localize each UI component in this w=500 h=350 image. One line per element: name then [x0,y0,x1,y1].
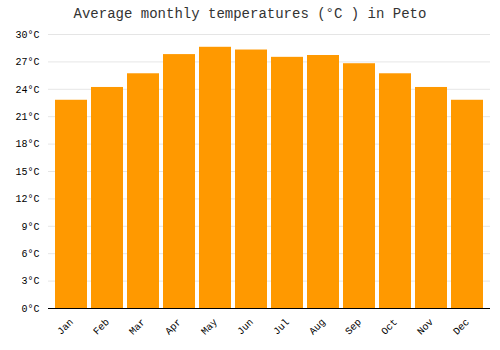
svg-text:May: May [199,317,220,338]
svg-text:Jun: Jun [235,317,256,338]
svg-text:12°C: 12°C [15,194,39,205]
svg-text:Jul: Jul [271,317,292,338]
svg-text:27°C: 27°C [15,57,39,68]
svg-text:30°C: 30°C [15,30,39,41]
svg-text:18°C: 18°C [15,139,39,150]
svg-text:Dec: Dec [451,317,472,338]
svg-text:Aug: Aug [307,317,328,338]
svg-text:21°C: 21°C [15,112,39,123]
svg-text:Feb: Feb [91,317,112,338]
svg-text:9°C: 9°C [21,222,39,233]
svg-text:15°C: 15°C [15,167,39,178]
svg-text:Apr: Apr [163,317,184,338]
svg-text:3°C: 3°C [21,276,39,287]
svg-text:6°C: 6°C [21,249,39,260]
svg-text:0°C: 0°C [21,304,39,315]
svg-text:Jan: Jan [55,317,76,338]
html-text:Average monthly temperatures (: Average monthly temperatures (°C ) in Pe… [73,6,427,22]
svg-text:24°C: 24°C [15,85,39,96]
svg-text:Nov: Nov [415,317,436,338]
svg-text:Sep: Sep [343,317,364,338]
svg-text:Oct: Oct [379,317,400,338]
svg-text:Mar: Mar [127,317,148,338]
